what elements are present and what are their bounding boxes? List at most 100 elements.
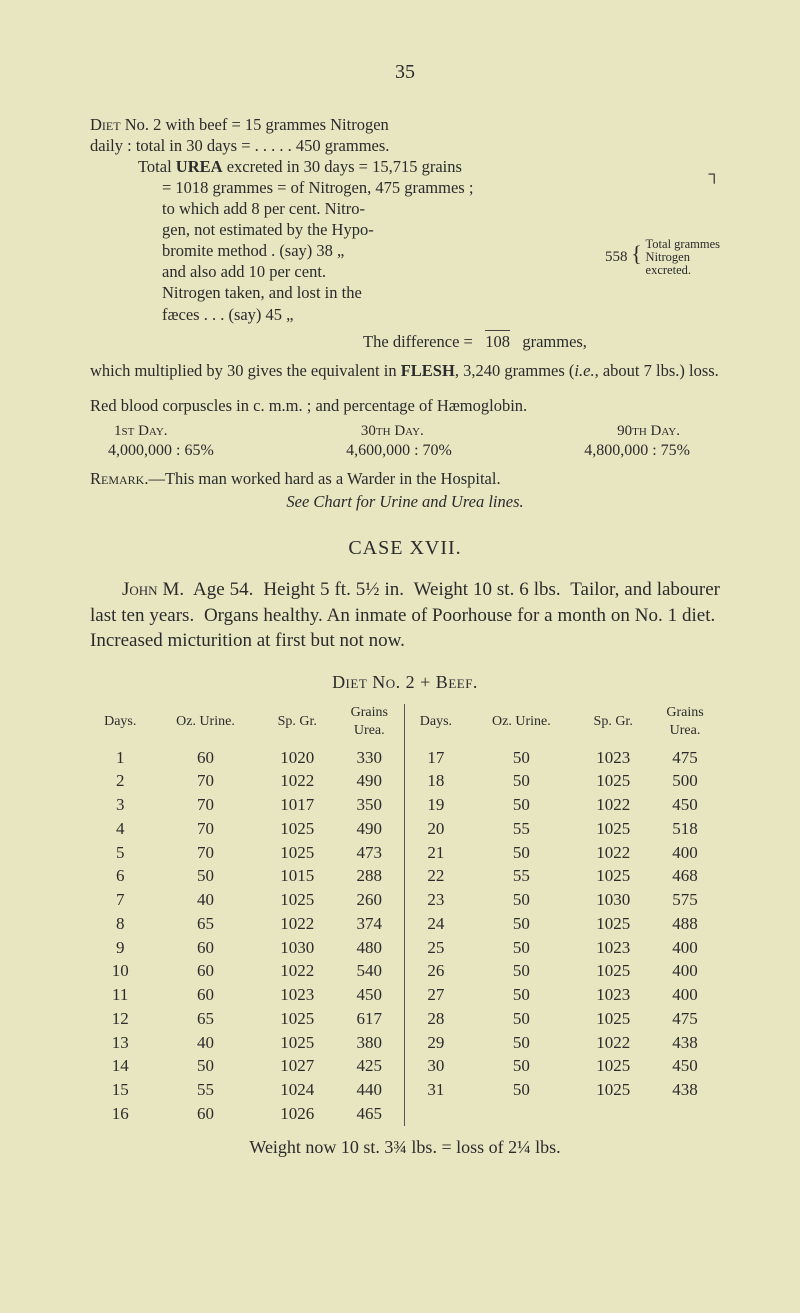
table-row: 1060102254026501025400 (90, 959, 720, 983)
table-cell: 14 (90, 1054, 150, 1078)
table-cell: 17 (405, 746, 466, 770)
table-cell: 1022 (576, 1031, 650, 1055)
table-cell: 1022 (260, 959, 334, 983)
table-cell: 65 (150, 912, 260, 936)
th-oz-l: Oz. Urine. (150, 704, 260, 746)
table-cell: 16 (90, 1102, 150, 1126)
table-cell: 440 (334, 1078, 405, 1102)
table-cell (576, 1102, 650, 1126)
table-cell: 350 (334, 793, 405, 817)
ratios-row: 4,000,000 : 65% 4,600,000 : 70% 4,800,00… (90, 441, 720, 461)
table-cell: 1025 (576, 1054, 650, 1078)
table-cell: 28 (405, 1007, 466, 1031)
table-cell: 50 (466, 1078, 576, 1102)
see-chart: See Chart for Urine and Urea lines. (90, 491, 720, 512)
table-cell: 450 (334, 983, 405, 1007)
table-cell: 1023 (576, 936, 650, 960)
table-cell: 330 (334, 746, 405, 770)
weight-now: Weight now 10 st. 3¾ lbs. = loss of 2¼ l… (90, 1136, 720, 1159)
table-cell: 9 (90, 936, 150, 960)
table-cell: 70 (150, 769, 260, 793)
table-cell: 1015 (260, 864, 334, 888)
table-cell: 1025 (576, 817, 650, 841)
table-cell: 10 (90, 959, 150, 983)
table-cell: 1025 (260, 888, 334, 912)
th-days-l: Days. (90, 704, 150, 746)
table-cell: 1022 (576, 793, 650, 817)
daily-line: daily : total in 30 days = . . . . . 450… (90, 135, 720, 156)
table-row: 470102549020551025518 (90, 817, 720, 841)
table-cell: 6 (90, 864, 150, 888)
table-cell: 518 (650, 817, 720, 841)
upper-block: Diet No. 2 with beef = 15 grammes Nitrog… (90, 114, 720, 512)
table-cell: 1022 (576, 841, 650, 865)
table-cell: 1025 (260, 1007, 334, 1031)
table-cell: 40 (150, 888, 260, 912)
table-cell: 1025 (576, 1078, 650, 1102)
days-row: 1st Day. 30th Day. 90th Day. (90, 422, 720, 441)
table-cell: 60 (150, 936, 260, 960)
table-cell: 5 (90, 841, 150, 865)
table-cell: 380 (334, 1031, 405, 1055)
table-row: 1450102742530501025450 (90, 1054, 720, 1078)
case-paragraph: John M. Age 54. Height 5 ft. 5½ in. Weig… (90, 577, 720, 652)
urea-line-7: Nitrogen taken, and lost in the (138, 282, 720, 303)
day-30: 30th Day. (361, 422, 424, 441)
table-cell: 1025 (576, 1007, 650, 1031)
brace-right: ┐ 558 { Total grammes Nitrogen excreted. (605, 165, 720, 278)
table-cell: 50 (466, 793, 576, 817)
brace-excr: excreted. (646, 263, 691, 277)
table-cell: 50 (150, 864, 260, 888)
table-cell: 27 (405, 983, 466, 1007)
table-cell: 1022 (260, 912, 334, 936)
table-row: 570102547321501022400 (90, 841, 720, 865)
table-row: 740102526023501030575 (90, 888, 720, 912)
table-cell: 3 (90, 793, 150, 817)
table-cell: 13 (90, 1031, 150, 1055)
table-cell: 1025 (260, 817, 334, 841)
table-cell: 450 (650, 1054, 720, 1078)
ratio-90: 4,800,000 : 75% (584, 441, 690, 461)
table-cell: 50 (466, 746, 576, 770)
table-cell: 488 (650, 912, 720, 936)
table-cell: 1025 (576, 912, 650, 936)
table-cell: 490 (334, 769, 405, 793)
table-row: 1160102345027501023400 (90, 983, 720, 1007)
table-cell: 19 (405, 793, 466, 817)
day-90: 90th Day. (617, 422, 680, 441)
table-cell: 50 (466, 936, 576, 960)
table-cell: 288 (334, 864, 405, 888)
table-cell: 480 (334, 936, 405, 960)
difference-line: The difference = 108 grammes, (90, 331, 720, 352)
table-cell: 30 (405, 1054, 466, 1078)
table-cell (466, 1102, 576, 1126)
table-cell: 50 (466, 959, 576, 983)
table-cell: 1020 (260, 746, 334, 770)
table-cell: 1025 (576, 959, 650, 983)
table-cell: 7 (90, 888, 150, 912)
table-cell: 1017 (260, 793, 334, 817)
table-row: 960103048025501023400 (90, 936, 720, 960)
table-cell: 60 (150, 959, 260, 983)
table-cell: 50 (466, 1007, 576, 1031)
table-cell: 22 (405, 864, 466, 888)
table-cell: 70 (150, 817, 260, 841)
table-cell: 260 (334, 888, 405, 912)
table-cell: 55 (466, 864, 576, 888)
ratio-1: 4,000,000 : 65% (108, 441, 214, 461)
table-cell: 60 (150, 983, 260, 1007)
table-cell: 50 (466, 769, 576, 793)
diet-table: Days. Oz. Urine. Sp. Gr. GrainsUrea. Day… (90, 704, 720, 1126)
table-cell: 473 (334, 841, 405, 865)
table-cell: 11 (90, 983, 150, 1007)
table-cell: 1023 (576, 746, 650, 770)
table-row: 370101735019501022450 (90, 793, 720, 817)
table-cell: 65 (150, 1007, 260, 1031)
table-cell: 50 (466, 912, 576, 936)
table-cell: 70 (150, 841, 260, 865)
table-row: 650101528822551025468 (90, 864, 720, 888)
urea-line-8: fæces . . . (say) 45 „ (138, 304, 720, 325)
table-cell: 1030 (576, 888, 650, 912)
table-cell: 475 (650, 746, 720, 770)
day-1: 1st Day. (114, 422, 168, 441)
